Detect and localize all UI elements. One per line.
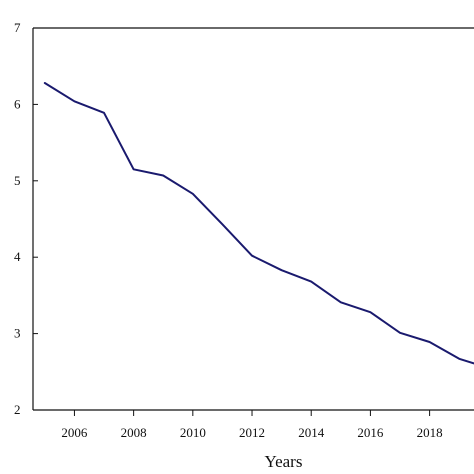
- x-tick-label: 2014: [298, 425, 325, 440]
- series-layer: [43, 82, 474, 365]
- x-axis: 2006 2008 2010 2012 2014 2016 2018: [61, 410, 443, 440]
- y-tick-label: 3: [14, 326, 21, 341]
- x-tick-label: 2012: [239, 425, 265, 440]
- y-axis: 2 3 4 5 6 7: [14, 20, 38, 417]
- x-tick-label: 2016: [357, 425, 384, 440]
- y-tick-label: 5: [14, 173, 21, 188]
- y-tick-label: 4: [14, 249, 21, 264]
- y-tick-label: 7: [14, 20, 21, 35]
- x-tick-label: 2008: [121, 425, 147, 440]
- x-axis-title: Years: [265, 452, 303, 471]
- x-tick-label: 2006: [61, 425, 88, 440]
- x-tick-label: 2010: [180, 425, 206, 440]
- y-tick-label: 2: [14, 402, 21, 417]
- plot-frame: [32, 27, 474, 411]
- series-line: [43, 82, 474, 365]
- x-tick-label: 2018: [417, 425, 443, 440]
- y-tick-label: 6: [14, 96, 21, 111]
